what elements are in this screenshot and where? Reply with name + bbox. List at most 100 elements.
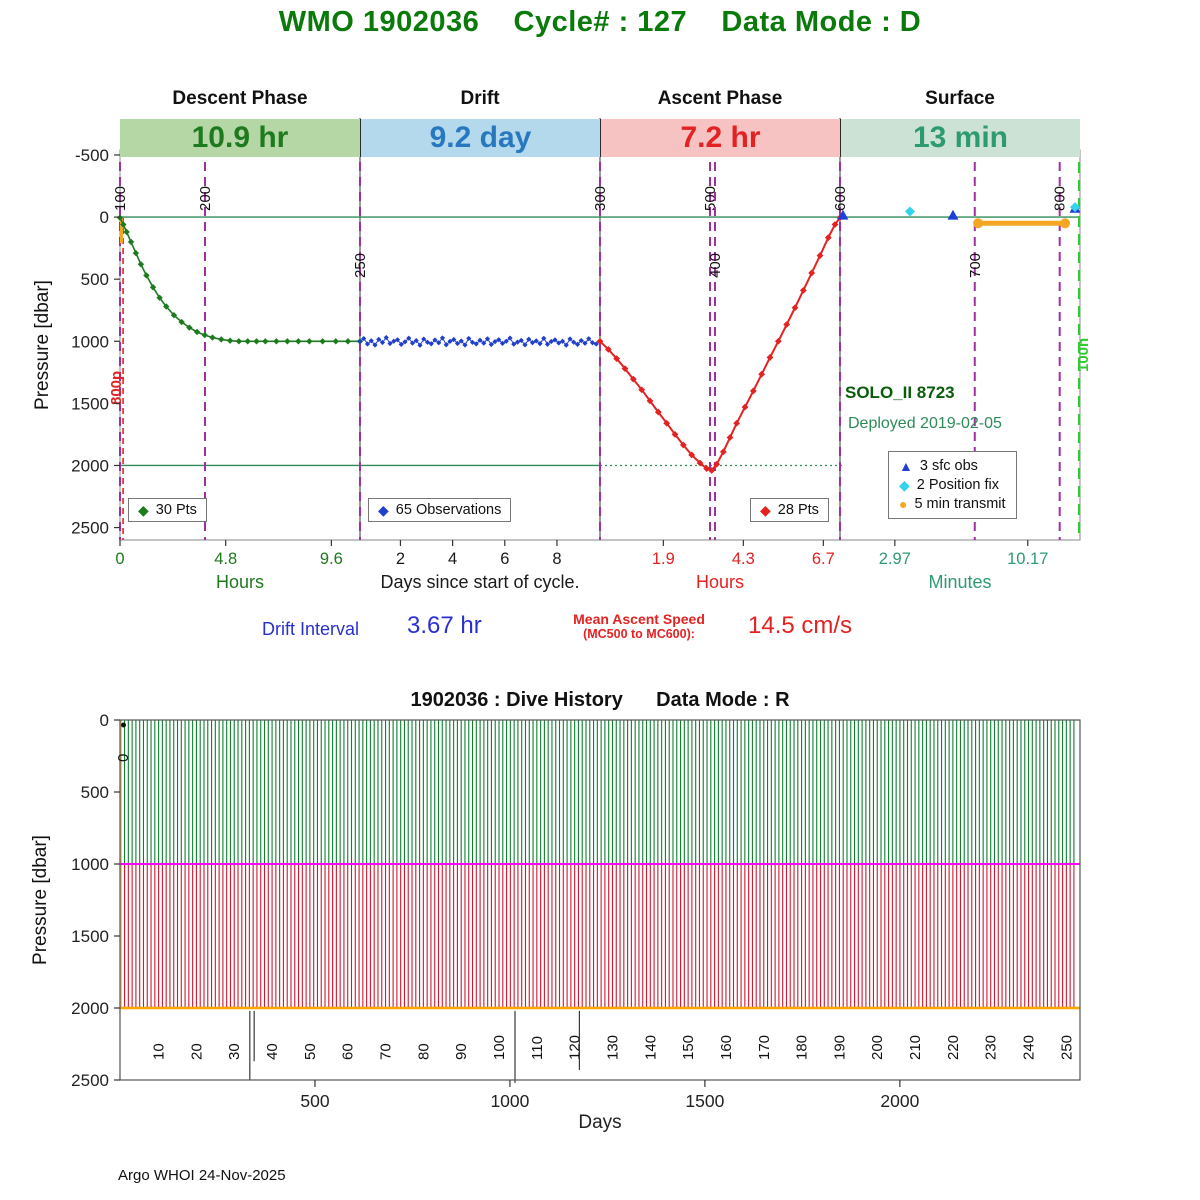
svg-text:30: 30	[226, 1043, 243, 1060]
banner-ascent-duration: 7.2 hr	[600, 119, 840, 157]
dive-history-cycles	[119, 720, 1075, 1008]
float-id: SOLO_II 8723	[845, 383, 955, 402]
svg-text:0: 0	[100, 711, 109, 730]
svg-text:250: 250	[352, 253, 369, 278]
phase-name-descent: Descent Phase	[172, 88, 308, 109]
top-chart-x-ticks: 0 4.8 9.6 2 4 6 8 1.9 4.3 6.7 2.97 10.17	[115, 540, 1048, 568]
diamond-icon: ◆	[378, 502, 389, 518]
dive-history-ref-lines	[120, 863, 1080, 1010]
legend-ascent-label: 28 Pts	[777, 502, 819, 518]
drift-interval-value: 3.67 hr	[407, 612, 482, 639]
svg-text:0: 0	[115, 754, 132, 762]
svg-text:200: 200	[869, 1035, 886, 1060]
dive-history-title: 1902036 : Dive History Data Mode : R	[410, 689, 790, 711]
diamond-icon: ◆	[899, 477, 910, 493]
circle-icon: ●	[899, 496, 908, 512]
svg-text:70: 70	[378, 1043, 395, 1060]
svg-text:2.97: 2.97	[879, 550, 911, 568]
svg-text:4.8: 4.8	[214, 550, 237, 568]
dive-history-y-axis: 0 500 1000 1500 2000 2500	[71, 711, 120, 1090]
legend-drift: ◆ 65 Observations	[368, 498, 512, 522]
top-series-0	[116, 214, 364, 345]
svg-text:500: 500	[702, 186, 719, 211]
svg-text:160: 160	[718, 1035, 735, 1060]
svg-text:1000: 1000	[490, 1091, 529, 1111]
top-chart-event-lines: 800p 100n	[108, 162, 1092, 540]
svg-text:800: 800	[1052, 186, 1069, 211]
legend-drift-label: 65 Observations	[395, 502, 502, 518]
svg-text:180: 180	[794, 1035, 811, 1060]
ascent-speed-label-line1: Mean Ascent Speed	[573, 611, 705, 627]
dive-history-frame	[119, 719, 1081, 1081]
svg-text:20: 20	[188, 1043, 205, 1060]
top-series-1	[357, 334, 603, 348]
axis-caption-surface: Minutes	[928, 572, 992, 592]
svg-text:40: 40	[264, 1043, 281, 1060]
days-axis-label: Days	[578, 1112, 622, 1133]
svg-text:100n: 100n	[1075, 338, 1092, 372]
banner-surface-duration: 13 min	[840, 119, 1080, 157]
svg-text:400: 400	[707, 253, 724, 278]
svg-text:110: 110	[529, 1036, 546, 1060]
svg-text:2500: 2500	[71, 1071, 109, 1090]
ascent-speed-label: Mean Ascent Speed (MC500 to MC600):	[546, 611, 732, 641]
svg-text:0: 0	[115, 550, 124, 568]
svg-text:100: 100	[491, 1035, 508, 1060]
svg-text:6.7: 6.7	[812, 550, 835, 568]
axis-caption-ascent: Hours	[695, 572, 744, 592]
svg-text:6: 6	[500, 550, 509, 568]
phase-name-surface: Surface	[925, 88, 995, 109]
svg-text:1500: 1500	[685, 1091, 724, 1111]
legend-descent-label: 30 Pts	[155, 502, 197, 518]
legend-sfc-obs: ▲ 3 sfc obs	[899, 458, 978, 474]
dive-history-cycle-labels: 10 20 30 40 50 60 70 80 90 100 110 120 130 140 150 160 1…	[115, 722, 1075, 1060]
svg-text:4.3: 4.3	[732, 550, 755, 568]
svg-text:220: 220	[945, 1035, 962, 1060]
svg-text:170: 170	[756, 1035, 773, 1060]
legend-descent: ◆ 30 Pts	[128, 498, 207, 522]
svg-text:250: 250	[1058, 1035, 1075, 1060]
top-ylabel: Pressure [dbar]	[32, 280, 53, 410]
dive-history-deep-events	[249, 1010, 580, 1083]
svg-text:8: 8	[552, 550, 561, 568]
svg-text:150: 150	[680, 1035, 697, 1060]
svg-text:50: 50	[302, 1043, 319, 1060]
top-series-2	[596, 214, 844, 474]
svg-text:60: 60	[340, 1043, 357, 1060]
ascent-speed-value: 14.5 cm/s	[748, 612, 853, 639]
svg-text:1500: 1500	[71, 927, 109, 946]
svg-text:2500: 2500	[71, 519, 109, 538]
ascent-speed-label-line2: (MC500 to MC600):	[583, 627, 695, 641]
svg-text:1000: 1000	[71, 332, 109, 351]
bottom-ylabel: Pressure [dbar]	[30, 835, 51, 965]
banner-drift-duration: 9.2 day	[360, 119, 600, 157]
page-title: WMO 1902036 Cycle# : 127 Data Mode : D	[278, 6, 922, 38]
svg-text:240: 240	[1021, 1035, 1038, 1060]
svg-text:130: 130	[604, 1035, 621, 1060]
svg-text:1.9: 1.9	[652, 550, 675, 568]
legend-position-fix: ◆ 2 Position fix	[899, 477, 999, 493]
diamond-icon: ◆	[138, 502, 149, 518]
svg-text:500: 500	[81, 783, 109, 802]
svg-text:80: 80	[415, 1043, 432, 1060]
legend-ascent: ◆ 28 Pts	[750, 498, 829, 522]
svg-text:190: 190	[831, 1035, 848, 1060]
svg-text:1000: 1000	[71, 855, 109, 874]
top-chart-y-ticks: -500 0 500 1000 1500 2000 2500	[71, 146, 120, 538]
svg-text:10.17: 10.17	[1007, 550, 1048, 568]
svg-text:90: 90	[453, 1043, 470, 1060]
svg-text:2000: 2000	[71, 999, 109, 1018]
svg-text:2: 2	[396, 550, 405, 568]
phase-name-drift: Drift	[460, 88, 500, 109]
svg-text:140: 140	[642, 1035, 659, 1060]
deploy-date: Deployed 2019-02-05	[848, 415, 1002, 432]
footer-credit: Argo WHOI 24-Nov-2025	[118, 1167, 286, 1184]
legend-transmit: ● 5 min transmit	[899, 496, 1006, 512]
svg-text:0: 0	[100, 208, 109, 227]
axis-caption-drift: Days since start of cycle.	[380, 572, 580, 592]
svg-text:800p: 800p	[108, 371, 125, 405]
dive-history-x-axis: 500 1000 1500 2000	[300, 1080, 920, 1111]
svg-text:700: 700	[967, 253, 984, 278]
svg-text:500: 500	[81, 270, 109, 289]
